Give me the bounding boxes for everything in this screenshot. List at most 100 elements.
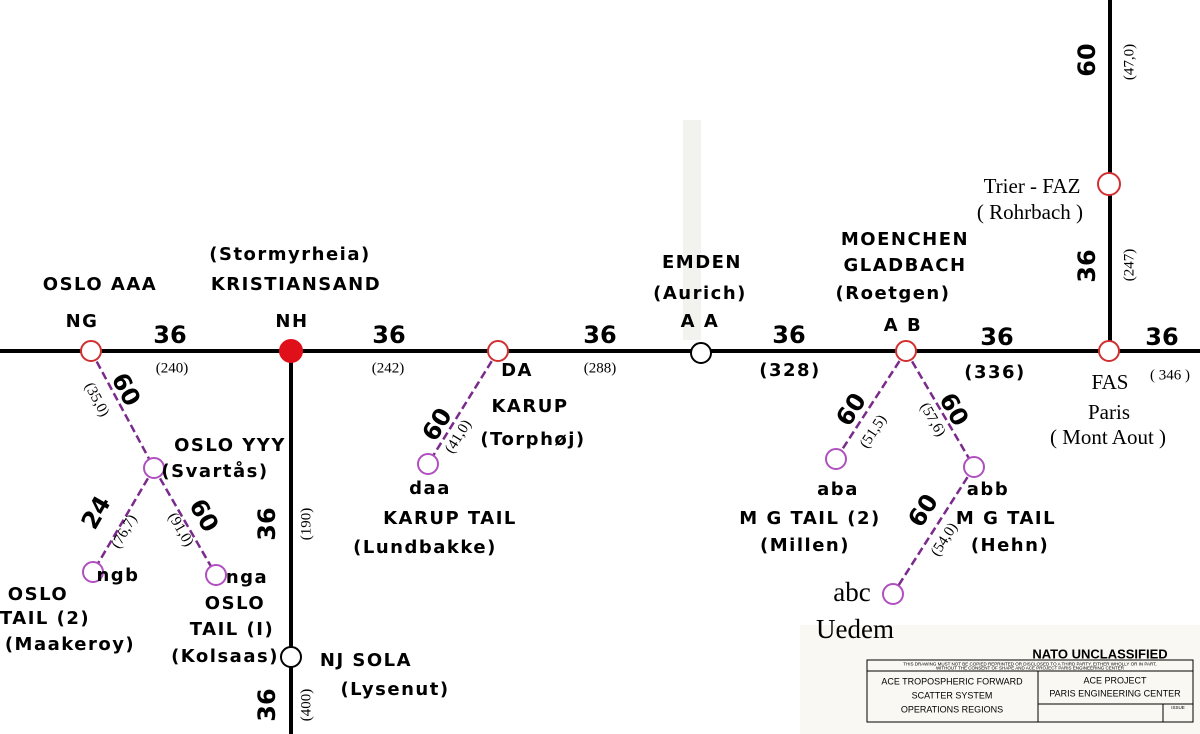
link-distance: (336)	[964, 362, 1026, 383]
station	[825, 448, 847, 470]
link-distance: (47,0)	[1121, 44, 1137, 80]
station-label: nga	[226, 567, 268, 588]
link-distance: (400)	[298, 689, 314, 722]
station-label: (Torphøj)	[480, 429, 585, 450]
station-label: M G TAIL (2)	[739, 508, 880, 529]
station	[280, 646, 302, 668]
stations	[80, 172, 1121, 668]
station	[80, 340, 102, 362]
station-label: OSLO AAA	[43, 274, 157, 295]
station	[205, 564, 227, 586]
station-label: KARUP	[491, 396, 568, 417]
station-label: OSLO	[8, 584, 68, 605]
station-label: (Hehn)	[971, 535, 1049, 556]
channel-count: 36	[153, 321, 186, 349]
station	[82, 561, 104, 583]
station-label: (Millen)	[760, 535, 850, 556]
station-label: NG	[66, 311, 99, 332]
channel-count: 36	[1073, 249, 1101, 282]
channel-count: 36	[772, 321, 805, 349]
station	[143, 457, 165, 479]
link-distance: (240)	[156, 360, 189, 376]
link-distance: (242)	[372, 360, 405, 376]
channel-count: 36	[1145, 323, 1178, 351]
station-label: MOENCHEN	[841, 229, 969, 250]
station	[417, 453, 439, 475]
spur	[426, 350, 500, 465]
station	[690, 342, 712, 364]
station	[963, 456, 985, 478]
link-distance: (190)	[298, 508, 314, 541]
channel-count: 36	[253, 507, 281, 540]
station-label: KRISTIANSAND	[211, 274, 381, 295]
station-label: A A	[681, 311, 720, 332]
station-label: FAS	[1092, 370, 1129, 394]
station-label: (Roetgen)	[836, 283, 951, 304]
title-block	[866, 659, 1194, 723]
station	[895, 340, 917, 362]
station-label: GLADBACH	[843, 255, 966, 276]
station-label: OSLO YYY	[174, 435, 286, 456]
link-distance: (288)	[584, 360, 617, 376]
station-label: (Lysenut)	[340, 679, 449, 700]
channel-count: 60	[1073, 43, 1101, 76]
station-label: OSLO	[205, 593, 265, 614]
title-block-text: PARIS ENGINEERING CENTER	[1049, 688, 1181, 698]
station-label: TAIL (2)	[0, 608, 90, 629]
station-label: M G TAIL	[956, 508, 1056, 529]
spur	[891, 466, 976, 595]
paper-fold	[683, 120, 701, 340]
link-distance: (328)	[759, 360, 821, 381]
link-distance: (247)	[1121, 249, 1137, 282]
station-label: (Maakeroy)	[5, 634, 135, 655]
spur	[91, 467, 156, 573]
station-label: NH	[275, 311, 308, 332]
spur	[89, 350, 156, 469]
station-label: A B	[884, 315, 922, 336]
station-label: abb	[967, 479, 1009, 500]
spur	[834, 350, 908, 460]
title-block-text: ACE TROPOSPHERIC FORWARD	[881, 676, 1023, 686]
station-label: (Stormyrheia)	[209, 244, 370, 265]
station-label: DA	[501, 360, 533, 381]
station	[1097, 172, 1121, 196]
title-block-text: THIS DRAWING MUST NOT BE COPIED REPRINTE…	[903, 662, 1156, 667]
station-label: Uedem	[816, 614, 894, 644]
station-label: aba	[817, 479, 859, 500]
station	[487, 340, 509, 362]
spur	[152, 467, 218, 576]
station-label: (Aurich)	[653, 283, 747, 304]
station-label: (Kolsaas)	[171, 646, 279, 667]
spur	[904, 350, 976, 468]
channel-count: 36	[372, 321, 405, 349]
station	[882, 583, 904, 605]
station-label: ngb	[96, 565, 139, 586]
title-block-text: ISSUE	[1171, 705, 1185, 710]
channel-count: 36	[583, 321, 616, 349]
title-block-text: WITHOUT THE CONSENT OF SHAPE AND ACE PRO…	[936, 666, 1125, 671]
title-frame	[866, 659, 1194, 723]
station-label: daa	[409, 478, 451, 499]
station-label: NJ SOLA	[320, 650, 412, 671]
station-label: Trier - FAZ	[984, 174, 1081, 198]
station-label: TAIL (I)	[190, 619, 274, 640]
station-label: Paris	[1088, 400, 1130, 424]
station	[1098, 340, 1120, 362]
title-block-text: OPERATIONS REGIONS	[901, 704, 1003, 714]
spur-lines	[89, 350, 976, 595]
station-label: EMDEN	[662, 252, 742, 273]
station-label: (Svartås)	[161, 460, 268, 482]
channel-count: 36	[253, 688, 281, 721]
title-block-text: ACE PROJECT	[1083, 675, 1147, 685]
title-block-text: NATO UNCLASSIFIED	[1032, 646, 1167, 661]
station	[279, 339, 303, 363]
channel-count: 36	[980, 323, 1013, 351]
title-block-text: SCATTER SYSTEM	[912, 690, 993, 700]
station-label: ( Rohrbach )	[977, 200, 1083, 224]
station-label: KARUP TAIL	[383, 508, 517, 529]
station-label: abc	[833, 577, 870, 607]
link-distance: ( 346 )	[1150, 367, 1190, 383]
station-label: (Lundbakke)	[353, 537, 497, 558]
